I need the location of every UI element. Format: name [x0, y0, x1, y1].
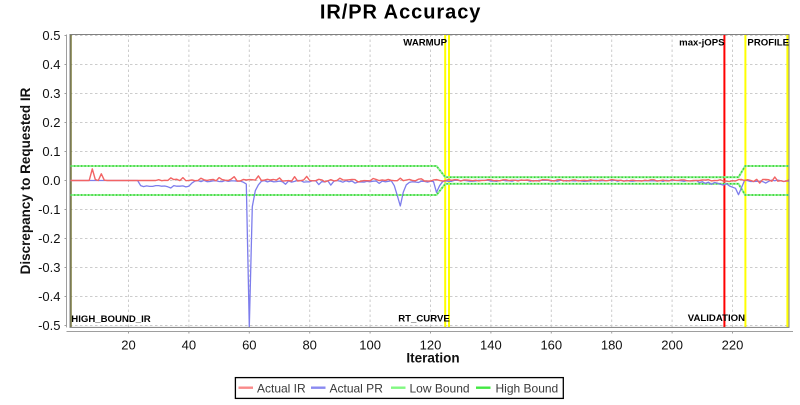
svg-text:-0.2: -0.2: [38, 231, 60, 246]
svg-text:-0.1: -0.1: [38, 202, 60, 217]
svg-text:180: 180: [601, 338, 623, 353]
svg-text:-0.4: -0.4: [38, 289, 60, 304]
svg-text:HIGH_BOUND_IR: HIGH_BOUND_IR: [71, 314, 150, 325]
svg-text:Actual PR: Actual PR: [330, 381, 384, 395]
svg-text:0.0: 0.0: [42, 173, 60, 188]
svg-text:IR/PR Accuracy: IR/PR Accuracy: [320, 2, 482, 24]
svg-text:0.2: 0.2: [42, 115, 60, 130]
svg-text:160: 160: [540, 338, 562, 353]
svg-text:High Bound: High Bound: [496, 381, 559, 395]
svg-text:0.5: 0.5: [42, 28, 60, 43]
svg-text:100: 100: [359, 338, 381, 353]
svg-text:RT_CURVE: RT_CURVE: [398, 313, 450, 324]
svg-text:Iteration: Iteration: [406, 351, 459, 366]
svg-text:0.3: 0.3: [42, 86, 60, 101]
svg-text:Discrepancy to Requested IR: Discrepancy to Requested IR: [18, 87, 33, 274]
svg-text:VALIDATION: VALIDATION: [688, 313, 745, 324]
svg-text:-0.5: -0.5: [38, 318, 60, 333]
svg-text:60: 60: [242, 338, 256, 353]
svg-text:80: 80: [302, 338, 316, 353]
svg-text:0.1: 0.1: [42, 144, 60, 159]
svg-text:20: 20: [121, 338, 135, 353]
svg-text:0.4: 0.4: [42, 57, 60, 72]
svg-text:-0.3: -0.3: [38, 260, 60, 275]
svg-text:40: 40: [182, 338, 196, 353]
svg-text:Actual IR: Actual IR: [257, 381, 306, 395]
svg-text:200: 200: [661, 338, 683, 353]
svg-text:PROFILE: PROFILE: [747, 38, 789, 49]
svg-text:220: 220: [722, 338, 744, 353]
svg-text:140: 140: [480, 338, 502, 353]
svg-text:120: 120: [420, 338, 442, 353]
svg-text:max-jOPS: max-jOPS: [679, 38, 725, 49]
svg-text:Low Bound: Low Bound: [410, 381, 470, 395]
svg-text:WARMUP: WARMUP: [403, 38, 447, 49]
